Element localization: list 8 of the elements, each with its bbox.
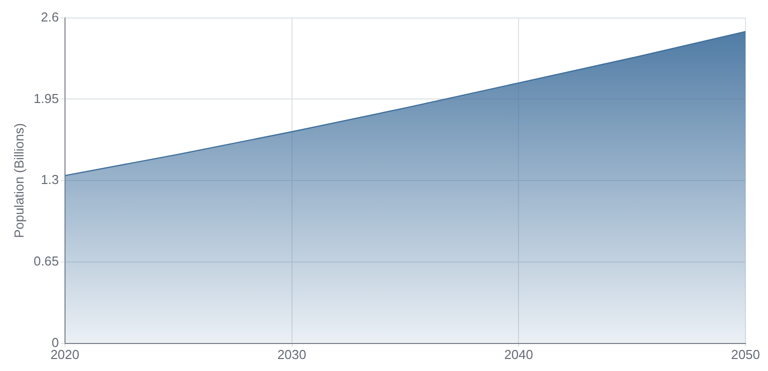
x-tick-label: 2050 xyxy=(731,346,760,362)
x-tick-label: 2030 xyxy=(277,346,306,362)
y-tick-label: 1.95 xyxy=(34,90,59,106)
y-tick-label: 2.6 xyxy=(40,9,59,24)
y-tick-label: 0.65 xyxy=(34,254,59,269)
y-axis-title: Population (Billions) xyxy=(11,123,26,238)
x-tick-label: 2040 xyxy=(504,346,534,362)
y-tick-label: 1.3 xyxy=(40,172,59,188)
